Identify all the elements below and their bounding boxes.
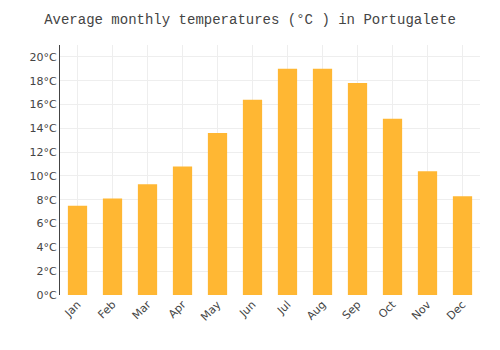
svg-text:12°C: 12°C	[30, 146, 57, 159]
svg-text:18°C: 18°C	[30, 75, 57, 88]
svg-text:14°C: 14°C	[30, 122, 57, 135]
svg-text:Nov: Nov	[409, 298, 434, 323]
svg-text:Jul: Jul	[274, 298, 293, 317]
svg-text:Average monthly temperatures (: Average monthly temperatures (°C ) in Po…	[44, 12, 456, 28]
svg-text:Jun: Jun	[236, 298, 258, 320]
svg-text:Dec: Dec	[444, 298, 468, 322]
svg-text:Oct: Oct	[376, 298, 399, 321]
svg-text:16°C: 16°C	[30, 98, 57, 111]
svg-text:Jan: Jan	[62, 298, 84, 320]
svg-text:Mar: Mar	[130, 298, 154, 322]
svg-text:May: May	[198, 298, 224, 324]
svg-text:6°C: 6°C	[37, 217, 57, 230]
svg-text:Feb: Feb	[96, 298, 119, 321]
svg-text:10°C: 10°C	[30, 170, 57, 183]
svg-text:8°C: 8°C	[37, 194, 57, 207]
svg-text:Sep: Sep	[340, 298, 364, 322]
svg-text:0°C: 0°C	[37, 289, 57, 302]
svg-text:2°C: 2°C	[37, 265, 57, 278]
svg-text:Apr: Apr	[166, 298, 189, 321]
svg-text:4°C: 4°C	[37, 241, 57, 254]
svg-text:20°C: 20°C	[30, 51, 57, 64]
svg-text:Aug: Aug	[304, 298, 328, 322]
